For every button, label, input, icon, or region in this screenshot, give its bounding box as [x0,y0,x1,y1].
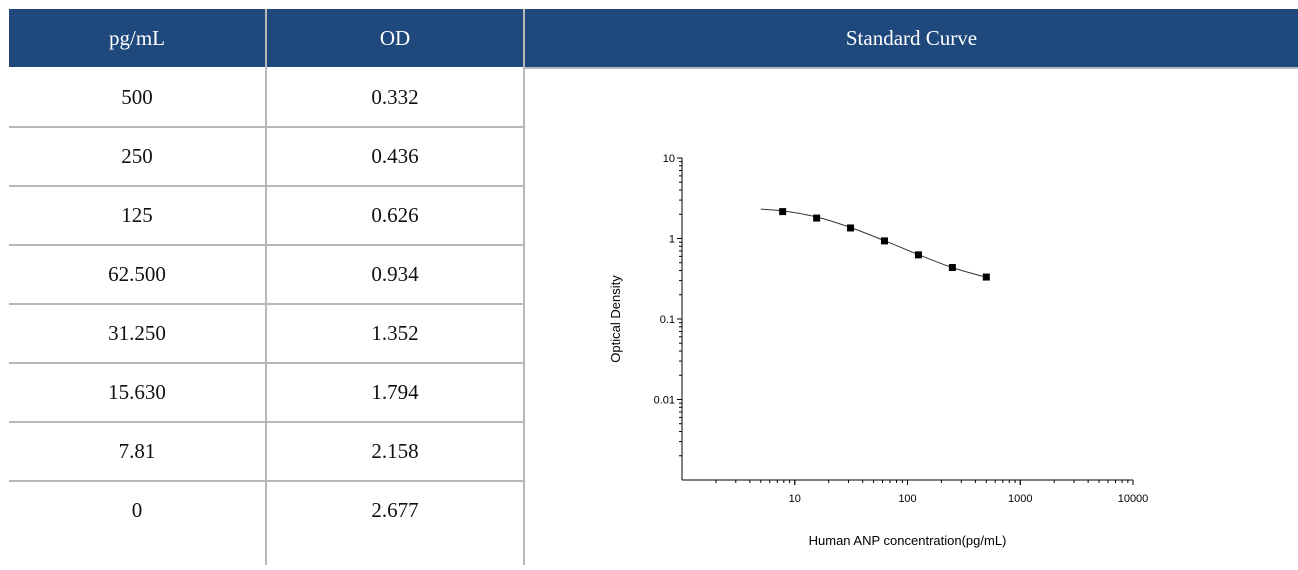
table-cell-od: 1.794 [371,380,419,404]
data-point [779,208,787,216]
x-axis-label: Human ANP concentration(pg/mL) [809,533,1007,548]
table-cell-pg: 62.500 [108,262,166,286]
table-column-divider [523,9,525,565]
x-tick-label: 10000 [1118,493,1149,505]
x-tick-label: 100 [898,493,916,505]
header-bottom-divider [523,67,1298,69]
y-tick-label: 1 [669,234,675,246]
table-cell-pg: 15.630 [108,380,166,404]
data-point [982,273,990,281]
data-point [880,237,888,245]
table-cell-pg: 0 [131,498,143,522]
standard-curve-chart: 10 100 1000 10000 0.01 0.1 1 10 Human ANP concen… [525,69,1298,565]
header-standard-curve: Standard Curve [525,9,1298,67]
y-tick-label: 0.1 [660,314,675,326]
standard-curve-svg: 10 100 1000 10000 0.01 0.1 1 10 Human ANP concen… [608,153,1148,548]
table-column-divider [265,9,267,565]
table-cell-od: 0.626 [371,203,419,227]
y-axis-label: Optical Density [608,275,623,363]
data-point [914,251,922,259]
x-tick-label: 10 [789,493,801,505]
data-points-group [779,208,990,281]
table-cell-pg: 125 [121,203,153,227]
header-od: OD [267,9,523,67]
table-cell-pg: 250 [121,144,153,168]
y-tick-label: 10 [663,153,675,165]
table-cell-od: 2.158 [371,439,419,463]
chart-axes [681,158,1133,481]
table-cell-pg: 31.250 [108,321,166,345]
chart-labels: 10 100 1000 10000 0.01 0.1 1 10 Human ANP concen… [608,153,1148,548]
header-pg-ml: pg/mL [9,9,265,67]
x-tick-label: 1000 [1008,493,1032,505]
table-cell-pg: 7.81 [118,439,156,463]
table-cell-od: 1.352 [371,321,419,345]
table-cell-od: 0.436 [371,144,419,168]
table-cell-od: 2.677 [371,498,419,522]
chart-ticks [677,157,1134,485]
table-cell-od: 0.332 [371,85,419,109]
table-cell-od: 0.934 [371,262,419,286]
data-point [847,224,855,232]
data-point [948,264,956,272]
y-tick-label: 0.01 [654,395,675,407]
table-cell-pg: 500 [121,85,153,109]
data-point [813,214,821,222]
